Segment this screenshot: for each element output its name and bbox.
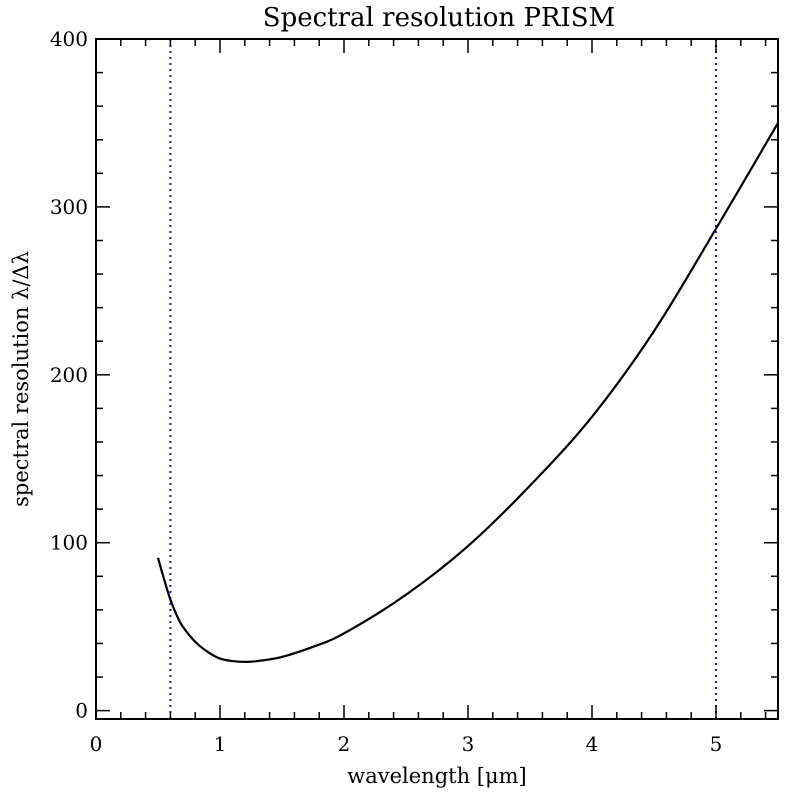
axis-ticks <box>95 38 778 719</box>
x-tick-label: 0 <box>90 732 103 756</box>
reference-lines <box>169 39 717 719</box>
y-tick-label: 400 <box>50 27 88 51</box>
x-tick-label: 4 <box>586 732 599 756</box>
y-axis-label: spectral resolution λ/Δλ <box>9 251 33 507</box>
chart-title: Spectral resolution PRISM <box>263 3 615 33</box>
y-tick-label: 200 <box>50 363 88 387</box>
y-tick-label: 300 <box>50 195 88 219</box>
tick-labels: 0 1 2 3 4 5 0 100 200 300 400 <box>50 27 723 756</box>
series-line <box>156 122 779 664</box>
x-axis-label: wavelength [μm] <box>347 764 526 788</box>
x-tick-label: 1 <box>214 732 227 756</box>
x-tick-label: 2 <box>338 732 351 756</box>
x-tick-label: 5 <box>710 732 723 756</box>
y-tick-label: 100 <box>50 531 88 555</box>
y-tick-label: 0 <box>75 699 88 723</box>
series-layer <box>156 122 779 664</box>
x-tick-label: 3 <box>462 732 475 756</box>
plot-frame <box>95 38 779 720</box>
